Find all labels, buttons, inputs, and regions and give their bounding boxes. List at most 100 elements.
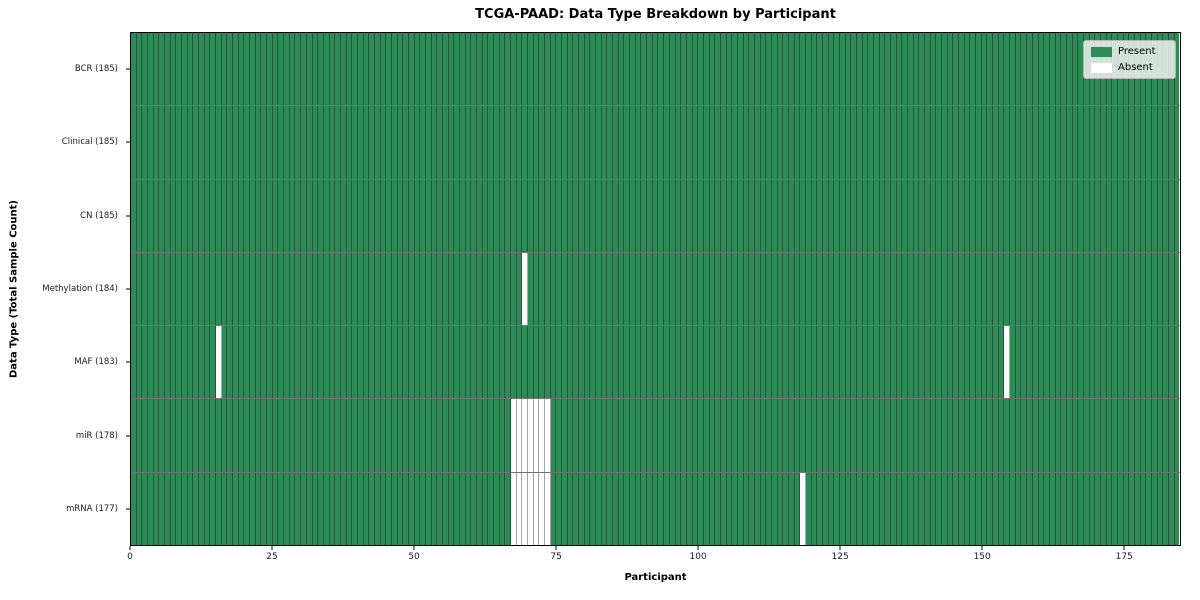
- cell-present: [618, 472, 625, 545]
- cell-present: [363, 472, 370, 545]
- cell-present: [397, 326, 404, 399]
- cell-present: [845, 399, 852, 472]
- cell-present: [970, 326, 977, 399]
- cell-present: [131, 472, 137, 545]
- cell-present: [204, 106, 211, 179]
- cell-present: [278, 33, 285, 106]
- cell-present: [391, 179, 398, 252]
- cell-present: [369, 252, 375, 326]
- cell-present: [596, 106, 602, 179]
- cell-present: [1021, 399, 1028, 472]
- cell-present: [238, 33, 245, 106]
- cell-present: [289, 252, 296, 326]
- cell-present: [301, 472, 307, 545]
- cell-present: [210, 326, 217, 399]
- cell-present: [165, 106, 171, 179]
- cell-present: [857, 179, 863, 252]
- cell-present: [272, 399, 279, 472]
- cell-present: [862, 326, 869, 399]
- y-tick-label: Clinical (185): [61, 137, 118, 148]
- cell-present: [754, 179, 761, 252]
- cell-absent: [522, 399, 529, 472]
- cell-present: [471, 106, 477, 179]
- cell-present: [318, 326, 324, 399]
- cell-present: [528, 326, 534, 399]
- cell-present: [1027, 399, 1033, 472]
- cell-present: [743, 252, 750, 326]
- cell-present: [476, 33, 483, 106]
- cell-present: [448, 252, 455, 326]
- cell-present: [1066, 179, 1073, 252]
- cell-present: [613, 106, 619, 179]
- y-tick-mark: [126, 508, 130, 510]
- cell-present: [153, 106, 160, 179]
- cell-present: [1055, 326, 1062, 399]
- cell-present: [442, 252, 449, 326]
- cell-present: [834, 33, 840, 106]
- cell-present: [783, 33, 789, 106]
- cell-present: [788, 326, 795, 399]
- cell-present: [811, 106, 818, 179]
- cell-present: [182, 106, 188, 179]
- cell-present: [295, 472, 302, 545]
- cell-present: [499, 252, 506, 326]
- cell-present: [579, 399, 585, 472]
- cell-absent: [545, 472, 551, 545]
- cell-present: [391, 252, 398, 326]
- cell-present: [1117, 326, 1124, 399]
- cell-present: [1072, 252, 1079, 326]
- cell-present: [153, 399, 160, 472]
- cell-present: [703, 33, 710, 106]
- cell-present: [1078, 252, 1084, 326]
- cell-present: [891, 33, 897, 106]
- cell-present: [613, 326, 619, 399]
- cell-present: [1072, 179, 1079, 252]
- cell-present: [828, 399, 835, 472]
- cell-present: [766, 472, 772, 545]
- cell-present: [380, 179, 387, 252]
- cell-present: [1044, 472, 1050, 545]
- cell-present: [760, 252, 767, 326]
- cell-present: [454, 33, 460, 106]
- cell-present: [579, 252, 585, 326]
- cell-present: [669, 252, 676, 326]
- cell-present: [1021, 326, 1028, 399]
- cell-present: [709, 106, 716, 179]
- cell-present: [505, 33, 512, 106]
- cell-present: [919, 472, 926, 545]
- cell-present: [970, 179, 977, 252]
- cell-present: [1004, 399, 1011, 472]
- cell-present: [993, 33, 999, 106]
- cell-present: [1112, 252, 1118, 326]
- cell-present: [1163, 179, 1169, 252]
- cell-present: [839, 326, 846, 399]
- cell-present: [301, 106, 307, 179]
- cell-present: [550, 472, 557, 545]
- cell-present: [686, 326, 693, 399]
- cell-present: [771, 106, 778, 179]
- cell-present: [454, 179, 460, 252]
- cell-present: [1140, 106, 1147, 179]
- cell-present: [1157, 399, 1164, 472]
- cell-present: [329, 326, 336, 399]
- cell-present: [545, 252, 551, 326]
- cell-present: [584, 33, 591, 106]
- cell-present: [142, 399, 149, 472]
- cell-present: [976, 33, 982, 106]
- cell-present: [425, 33, 432, 106]
- cell-present: [187, 252, 194, 326]
- cell-present: [221, 179, 228, 252]
- cell-present: [817, 252, 823, 326]
- cell-present: [613, 252, 619, 326]
- cell-present: [511, 106, 517, 179]
- cell-present: [318, 33, 324, 106]
- cell-present: [658, 472, 665, 545]
- cell-present: [783, 179, 789, 252]
- cell-present: [664, 179, 670, 252]
- cell-present: [187, 179, 194, 252]
- cell-present: [698, 179, 704, 252]
- cell-present: [352, 33, 358, 106]
- cell-present: [1163, 399, 1169, 472]
- cell-present: [153, 179, 160, 252]
- y-tick-mark: [126, 435, 130, 437]
